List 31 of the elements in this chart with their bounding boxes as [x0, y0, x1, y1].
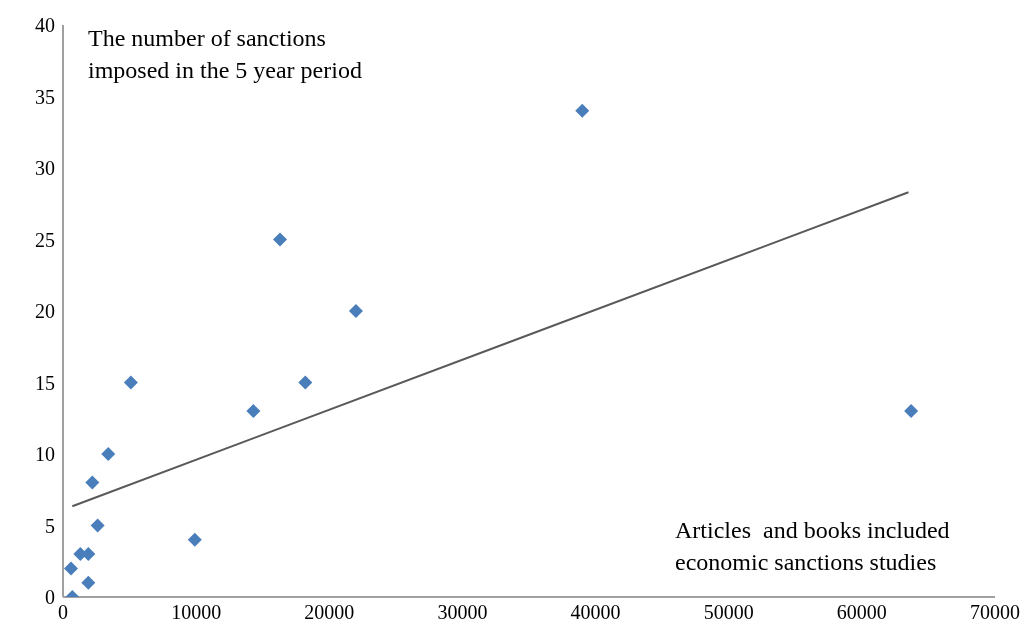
x-tick-label: 70000 — [970, 601, 1020, 624]
y-tick-label: 20 — [35, 300, 55, 323]
point — [273, 232, 288, 247]
point — [90, 518, 105, 533]
x-tick-label: 30000 — [437, 601, 488, 624]
point — [81, 575, 96, 590]
point — [63, 561, 78, 576]
point — [101, 447, 116, 461]
y-axis-title: The number of sanctions imposed in the 5 year period — [88, 24, 363, 85]
x-tick-label: 40000 — [570, 601, 621, 624]
point — [904, 404, 919, 419]
x-tick-label: 20000 — [304, 601, 355, 624]
x-tick-label: 10000 — [171, 601, 222, 624]
y-tick-label: 0 — [45, 586, 55, 609]
y-tick-label: 40 — [35, 14, 55, 37]
point — [123, 375, 138, 390]
point — [85, 475, 100, 490]
point — [348, 304, 363, 318]
y-tick-label: 10 — [35, 443, 55, 466]
y-tick-label: 15 — [35, 371, 55, 394]
y-tick-label: 30 — [35, 157, 55, 180]
y-tick-label: 25 — [35, 228, 55, 251]
x-tick-label: 50000 — [703, 601, 754, 624]
point — [298, 375, 313, 390]
y-tick-label: 5 — [45, 514, 55, 537]
point — [246, 404, 261, 419]
x-axis-title: Articles and books included economic sanctions studies — [675, 516, 951, 577]
point — [187, 532, 202, 547]
x-tick-label: 60000 — [836, 601, 887, 624]
point — [575, 103, 590, 118]
y-tick-label: 35 — [35, 85, 55, 108]
